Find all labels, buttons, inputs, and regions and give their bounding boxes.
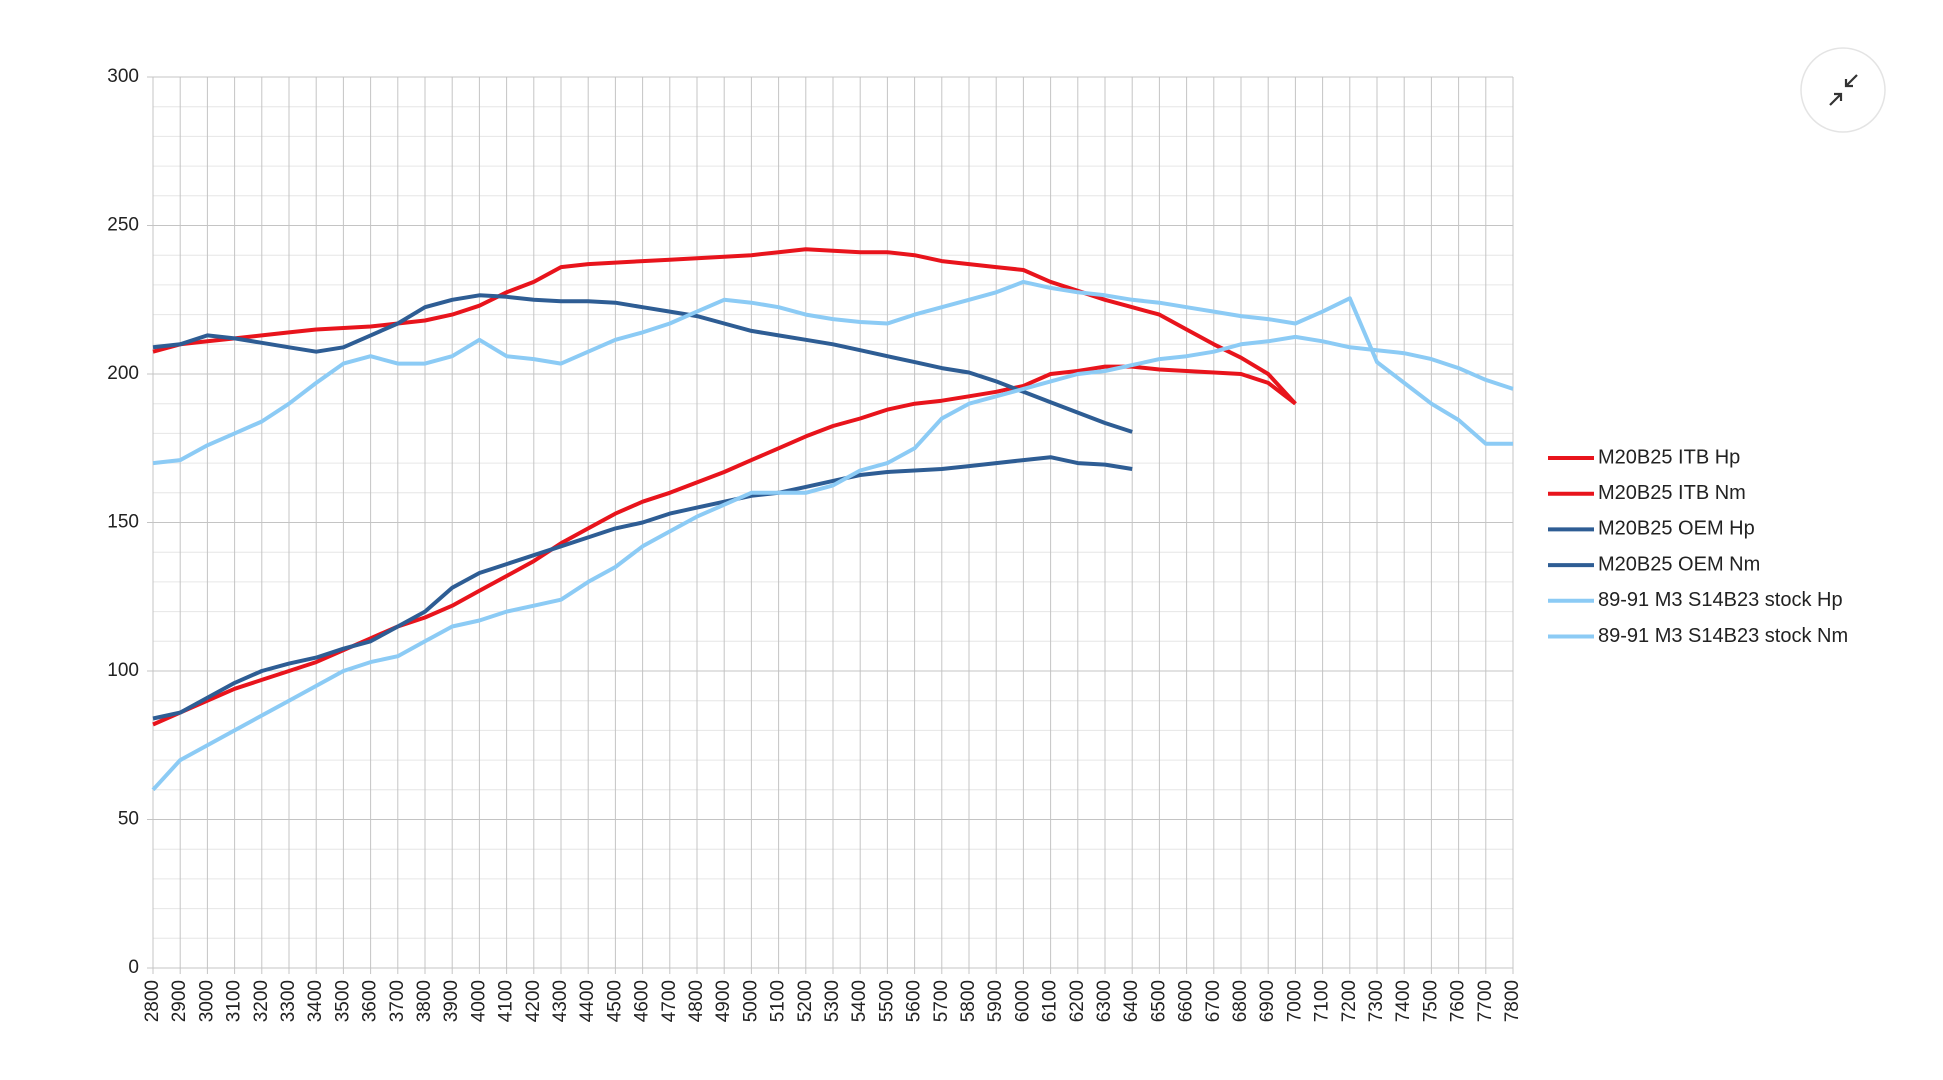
series-line (152, 455, 1133, 721)
x-tick-label: 5100 (768, 980, 789, 1022)
x-tick-label: 6600 (1176, 980, 1197, 1022)
x-tick-label: 3800 (414, 980, 435, 1022)
x-tick-label: 4400 (577, 980, 598, 1022)
x-tick-label: 7100 (1312, 980, 1333, 1022)
y-tick-label: 0 (128, 957, 139, 978)
legend-label: 89-91 M3 S14B23 stock Nm (1598, 625, 1848, 647)
x-tick-label: 4800 (686, 980, 707, 1022)
x-tick-label: 4000 (468, 980, 489, 1022)
x-tick-label: 3700 (387, 980, 408, 1022)
x-tick-label: 6900 (1257, 980, 1278, 1022)
x-tick-label: 3600 (360, 980, 381, 1022)
x-tick-label: 6100 (1040, 980, 1061, 1022)
x-tick-label: 2900 (169, 980, 190, 1022)
x-tick-label: 4200 (523, 980, 544, 1022)
x-tick-label: 3000 (196, 980, 217, 1022)
y-tick-label: 100 (107, 660, 139, 681)
x-tick-label: 4500 (604, 980, 625, 1022)
x-tick-label: 4900 (713, 980, 734, 1022)
x-tick-label: 5400 (849, 980, 870, 1022)
y-tick-label: 200 (107, 363, 139, 384)
legend-label: 89-91 M3 S14B23 stock Hp (1598, 589, 1843, 611)
lines (151, 247, 1514, 792)
x-tick-label: 7200 (1339, 980, 1360, 1022)
x-tick-label: 6200 (1067, 980, 1088, 1022)
labels: 0 50 100 150 200 250 300 2800 2900 3000 3100 3200 33… (107, 66, 1848, 1022)
x-tick-label: 6400 (1121, 980, 1142, 1022)
y-tick-label: 250 (107, 215, 139, 236)
x-tick-label: 7300 (1366, 980, 1387, 1022)
collapse-icon[interactable] (1829, 74, 1858, 106)
x-tick-label: 7400 (1393, 980, 1414, 1022)
x-tick-label: 3900 (441, 980, 462, 1022)
x-tick-label: 5600 (904, 980, 925, 1022)
y-tick-label: 300 (107, 66, 139, 87)
x-tick-label: 6000 (1012, 980, 1033, 1022)
button-circle[interactable] (1800, 47, 1886, 133)
x-tick-label: 4100 (496, 980, 517, 1022)
series-line (152, 279, 1513, 466)
x-tick-label: 5800 (958, 980, 979, 1022)
series-line (152, 247, 1297, 406)
x-tick-label: 3200 (251, 980, 272, 1022)
x-tick-label: 3300 (278, 980, 299, 1022)
legend-label: M20B25 ITB Hp (1598, 446, 1740, 468)
x-tick-label: 5900 (985, 980, 1006, 1022)
x-tick-label: 3400 (305, 980, 326, 1022)
x-tick-label: 6800 (1230, 980, 1251, 1022)
y-tick-label: 50 (118, 809, 139, 830)
x-tick-label: 4300 (550, 980, 571, 1022)
grid (147, 76, 1514, 974)
x-tick-label: 6300 (1094, 980, 1115, 1022)
x-tick-label: 5300 (822, 980, 843, 1022)
x-tick-label: 7700 (1475, 980, 1496, 1022)
x-tick-label: 6700 (1203, 980, 1224, 1022)
x-tick-label: 7500 (1420, 980, 1441, 1022)
x-tick-label: 5500 (876, 980, 897, 1022)
legend-label: M20B25 OEM Nm (1598, 553, 1760, 575)
x-tick-label: 5200 (795, 980, 816, 1022)
legend-label: M20B25 OEM Hp (1598, 518, 1755, 540)
x-tick-label: 3100 (224, 980, 245, 1022)
x-tick-label: 7600 (1448, 980, 1469, 1022)
series-line (151, 334, 1514, 792)
collapse-button[interactable] (1800, 47, 1886, 133)
x-tick-label: 2800 (142, 980, 163, 1022)
x-tick-label: 3500 (332, 980, 353, 1022)
legend-label: M20B25 ITB Nm (1598, 482, 1746, 504)
x-tick-label: 6500 (1148, 980, 1169, 1022)
x-tick-label: 4600 (632, 980, 653, 1022)
x-tick-label: 5000 (740, 980, 761, 1022)
y-tick-label: 150 (107, 512, 139, 533)
x-tick-label: 7000 (1284, 980, 1305, 1022)
x-tick-label: 4700 (659, 980, 680, 1022)
series-line (152, 293, 1133, 434)
x-tick-label: 5700 (931, 980, 952, 1022)
x-tick-label: 7800 (1502, 980, 1523, 1022)
